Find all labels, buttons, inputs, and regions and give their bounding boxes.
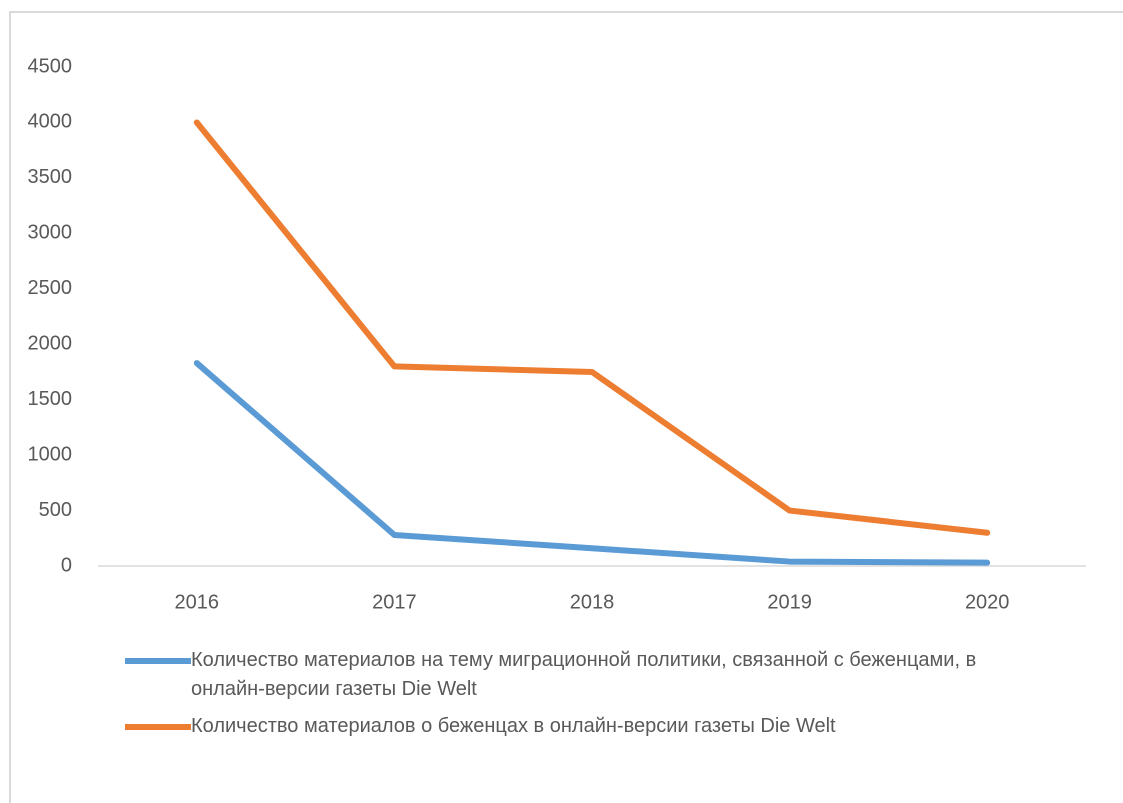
- y-tick-label: 2000: [28, 333, 73, 355]
- x-tick-label: 2018: [570, 591, 615, 613]
- chart-border: [9, 11, 1123, 803]
- series-line: [193, 360, 991, 566]
- x-tick-label: 2016: [175, 591, 220, 613]
- x-tick-label: 2017: [372, 591, 417, 613]
- y-tick-label: 500: [39, 499, 72, 521]
- legend-entry: Количество материалов на тему миграционн…: [125, 646, 1045, 704]
- series-line: [193, 119, 991, 536]
- legend-label: Количество материалов на тему миграционн…: [191, 649, 977, 700]
- x-tick-label: 2019: [767, 591, 812, 613]
- legend-swatch: [125, 658, 191, 664]
- y-tick-label: 4500: [28, 55, 73, 77]
- y-tick-label: 3500: [28, 166, 73, 188]
- x-tick-label: 2020: [965, 591, 1010, 613]
- y-tick-label: 4000: [28, 111, 73, 133]
- legend: Количество материалов на тему миграционн…: [125, 646, 1045, 749]
- y-tick-label: 1500: [28, 388, 73, 410]
- y-tick-label: 2500: [28, 277, 73, 299]
- y-tick-label: 3000: [28, 222, 73, 244]
- legend-label: Количество материалов о беженцах в онлай…: [191, 715, 836, 737]
- y-tick-label: 1000: [28, 443, 73, 465]
- y-tick-label: 0: [61, 554, 72, 576]
- legend-swatch: [125, 724, 191, 730]
- legend-entry: Количество материалов о беженцах в онлай…: [125, 712, 1045, 741]
